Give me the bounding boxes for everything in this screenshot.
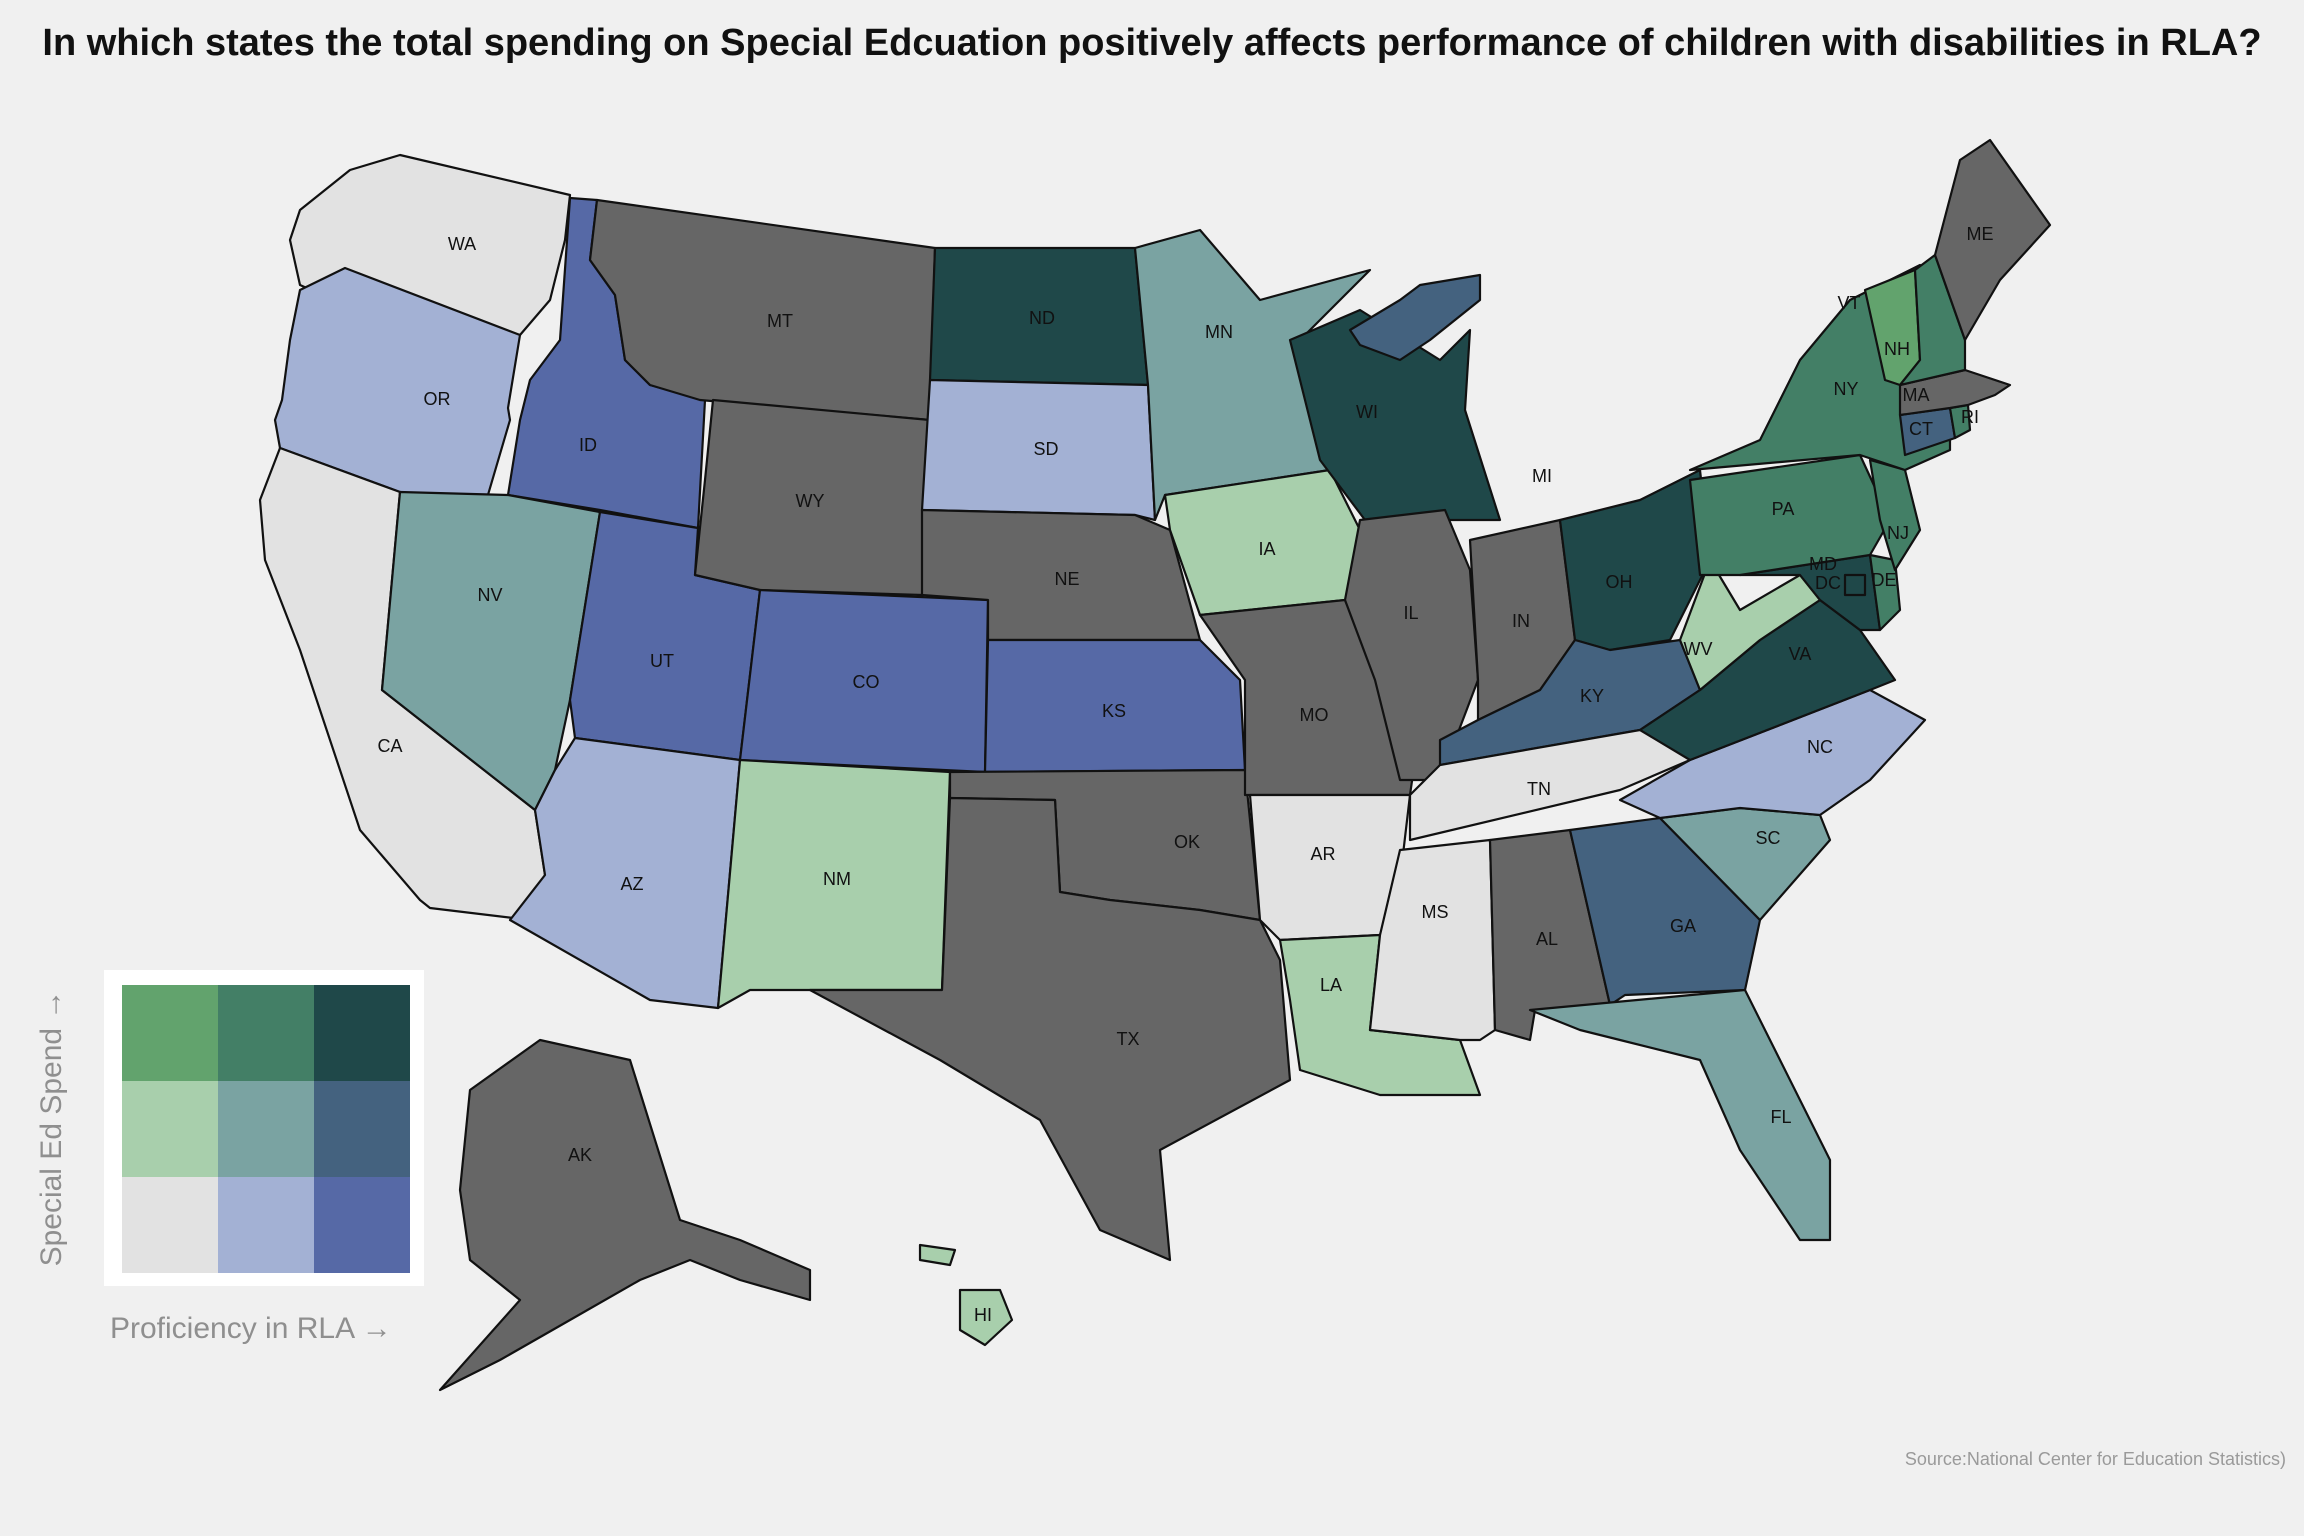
- legend-cell-low-mid: [218, 1177, 314, 1273]
- state-label-va: VA: [1789, 644, 1812, 664]
- state-label-nj: NJ: [1887, 523, 1909, 543]
- legend-cell-mid-low: [122, 1081, 218, 1177]
- state-label-mn: MN: [1205, 322, 1233, 342]
- state-label-ny: NY: [1833, 379, 1858, 399]
- state-AK[interactable]: [438, 1038, 812, 1392]
- state-label-ks: KS: [1102, 701, 1126, 721]
- page-title: In which states the total spending on Sp…: [42, 22, 2262, 64]
- state-label-sc: SC: [1755, 828, 1780, 848]
- source-note: Source:National Center for Education Sta…: [1904, 1449, 2286, 1469]
- state-label-vt: VT: [1837, 293, 1860, 313]
- state-label-sd: SD: [1033, 439, 1058, 459]
- state-label-id: ID: [579, 435, 597, 455]
- state-label-ct: CT: [1909, 419, 1933, 439]
- state-TX[interactable]: [808, 796, 1292, 1262]
- state-label-nm: NM: [823, 869, 851, 889]
- bivariate-legend: [104, 970, 424, 1286]
- state-label-ar: AR: [1310, 844, 1335, 864]
- state-HI-islands: [918, 1243, 957, 1267]
- state-label-me: ME: [1967, 224, 1994, 244]
- state-label-md: MD: [1809, 554, 1837, 574]
- legend-cell-high-high: [314, 985, 410, 1081]
- state-label-nd: ND: [1029, 308, 1055, 328]
- legend-cell-high-low: [122, 985, 218, 1081]
- state-label-nc: NC: [1807, 737, 1833, 757]
- state-HI[interactable]: [958, 1288, 1014, 1347]
- state-DE[interactable]: [1868, 553, 1902, 632]
- state-label-wv: WV: [1684, 639, 1713, 659]
- state-DC[interactable]: [1843, 573, 1867, 597]
- state-label-ia: IA: [1258, 539, 1275, 559]
- state-SD[interactable]: [920, 378, 1157, 522]
- legend-cell-high-mid: [218, 985, 314, 1081]
- state-label-de: DE: [1871, 570, 1896, 590]
- state-label-nh: NH: [1884, 339, 1910, 359]
- state-label-tn: TN: [1527, 779, 1551, 799]
- state-label-wa: WA: [448, 234, 476, 254]
- state-label-al: AL: [1536, 929, 1558, 949]
- state-label-ok: OK: [1174, 832, 1200, 852]
- legend-cell-mid-mid: [218, 1081, 314, 1177]
- state-label-dc: DC: [1815, 573, 1841, 593]
- state-label-mt: MT: [767, 311, 793, 331]
- state-ME[interactable]: [1933, 138, 2052, 342]
- legend-cell-low-high: [314, 1177, 410, 1273]
- state-label-ak: AK: [568, 1145, 592, 1165]
- state-label-or: OR: [424, 389, 451, 409]
- state-label-fl: FL: [1770, 1107, 1791, 1127]
- state-FL[interactable]: [1528, 988, 1832, 1242]
- state-label-il: IL: [1403, 603, 1418, 623]
- state-label-ms: MS: [1422, 902, 1449, 922]
- state-label-az: AZ: [620, 874, 643, 894]
- state-label-nv: NV: [477, 585, 502, 605]
- state-label-tx: TX: [1116, 1029, 1139, 1049]
- state-label-ri: RI: [1961, 407, 1979, 427]
- state-MA[interactable]: [1898, 368, 2012, 417]
- state-label-ky: KY: [1580, 686, 1604, 706]
- state-label-ut: UT: [650, 651, 674, 671]
- state-NV[interactable]: [380, 490, 602, 812]
- state-label-wi: WI: [1356, 402, 1378, 422]
- state-label-hi: HI: [974, 1305, 992, 1325]
- legend-cell-low-low: [122, 1177, 218, 1273]
- legend-y-axis-label: Special Ed Spend →: [35, 989, 68, 1267]
- state-label-co: CO: [853, 672, 880, 692]
- state-label-mo: MO: [1300, 705, 1329, 725]
- state-KS[interactable]: [983, 638, 1247, 774]
- state-label-ca: CA: [377, 736, 402, 756]
- state-label-in: IN: [1512, 611, 1530, 631]
- legend-cell-mid-high: [314, 1081, 410, 1177]
- legend-x-axis-label: Proficiency in RLA →: [110, 1312, 392, 1345]
- state-label-ga: GA: [1670, 916, 1696, 936]
- state-label-ma: MA: [1903, 385, 1930, 405]
- legend-grid: [122, 985, 410, 1273]
- state-MI[interactable]: [1348, 273, 1482, 362]
- state-label-wy: WY: [796, 491, 825, 511]
- state-label-la: LA: [1320, 975, 1342, 995]
- state-label-pa: PA: [1772, 499, 1795, 519]
- state-label-mi: MI: [1532, 466, 1552, 486]
- state-label-oh: OH: [1606, 572, 1633, 592]
- state-label-ne: NE: [1054, 569, 1079, 589]
